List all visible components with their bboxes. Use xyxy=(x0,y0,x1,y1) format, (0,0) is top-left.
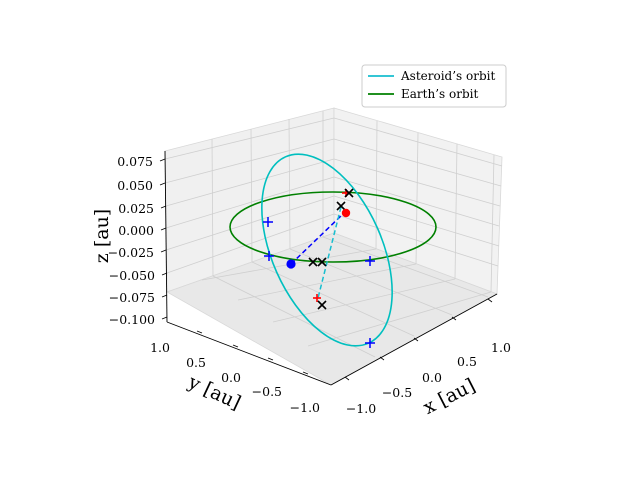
z-tick-labels: 0.075 0.050 0.025 0.000 −0.025 −0.050 −0… xyxy=(108,154,168,327)
black-x-3 xyxy=(308,257,318,267)
x-tick-00: 0.0 xyxy=(422,370,442,385)
legend: Asteroid’s orbit Earth’s orbit xyxy=(361,64,507,108)
y-tick-labels: 1.0 0.5 0.0 −0.5 −1.0 xyxy=(150,330,320,415)
axis-lines xyxy=(164,150,498,386)
dashed-line-blue xyxy=(290,212,345,265)
x-tick-m10: −1.0 xyxy=(346,401,376,416)
y-tick-00: 0.0 xyxy=(221,370,241,385)
red-plus-2 xyxy=(313,294,321,302)
legend-label-earth: Earth’s orbit xyxy=(401,87,478,101)
z-tick-m0025: −0.025 xyxy=(108,245,154,260)
z-tick-m0075: −0.075 xyxy=(109,290,155,305)
z-tick-m0100: −0.100 xyxy=(109,312,155,327)
x-tick-10: 1.0 xyxy=(491,340,511,355)
blue-point xyxy=(286,259,296,269)
legend-label-asteroid: Asteroid’s orbit xyxy=(400,69,495,83)
y-tick-m10: −1.0 xyxy=(290,400,320,415)
blue-plus-1 xyxy=(263,217,273,227)
y-tick-10: 1.0 xyxy=(150,340,170,355)
blue-plus-markers xyxy=(263,217,375,348)
z-tick-0025: 0.025 xyxy=(118,201,154,216)
z-tick-0075: 0.075 xyxy=(117,154,153,169)
blue-plus-4 xyxy=(365,338,375,348)
grid-lines xyxy=(164,111,503,358)
black-x-1 xyxy=(344,188,354,198)
black-x-4 xyxy=(317,257,327,267)
y-tick-m05: −0.5 xyxy=(252,384,282,399)
z-tick-0050: 0.050 xyxy=(117,178,153,193)
blue-plus-3 xyxy=(365,256,375,266)
black-x-markers xyxy=(308,188,354,310)
blue-plus-2 xyxy=(264,251,274,261)
x-tick-m05: −0.5 xyxy=(382,385,412,400)
earth-orbit-line xyxy=(229,191,437,263)
y-tick-05: 0.5 xyxy=(186,355,206,370)
red-point xyxy=(341,208,351,218)
x-tick-labels: −1.0 −0.5 0.0 0.5 1.0 xyxy=(344,298,511,416)
z-axis-label: z [au] xyxy=(91,209,113,263)
z-tick-0000: 0.000 xyxy=(118,223,154,238)
z-tick-m0050: −0.050 xyxy=(109,268,155,283)
black-x-2 xyxy=(336,201,346,211)
black-x-5 xyxy=(317,300,327,310)
x-tick-05: 0.5 xyxy=(457,354,477,369)
